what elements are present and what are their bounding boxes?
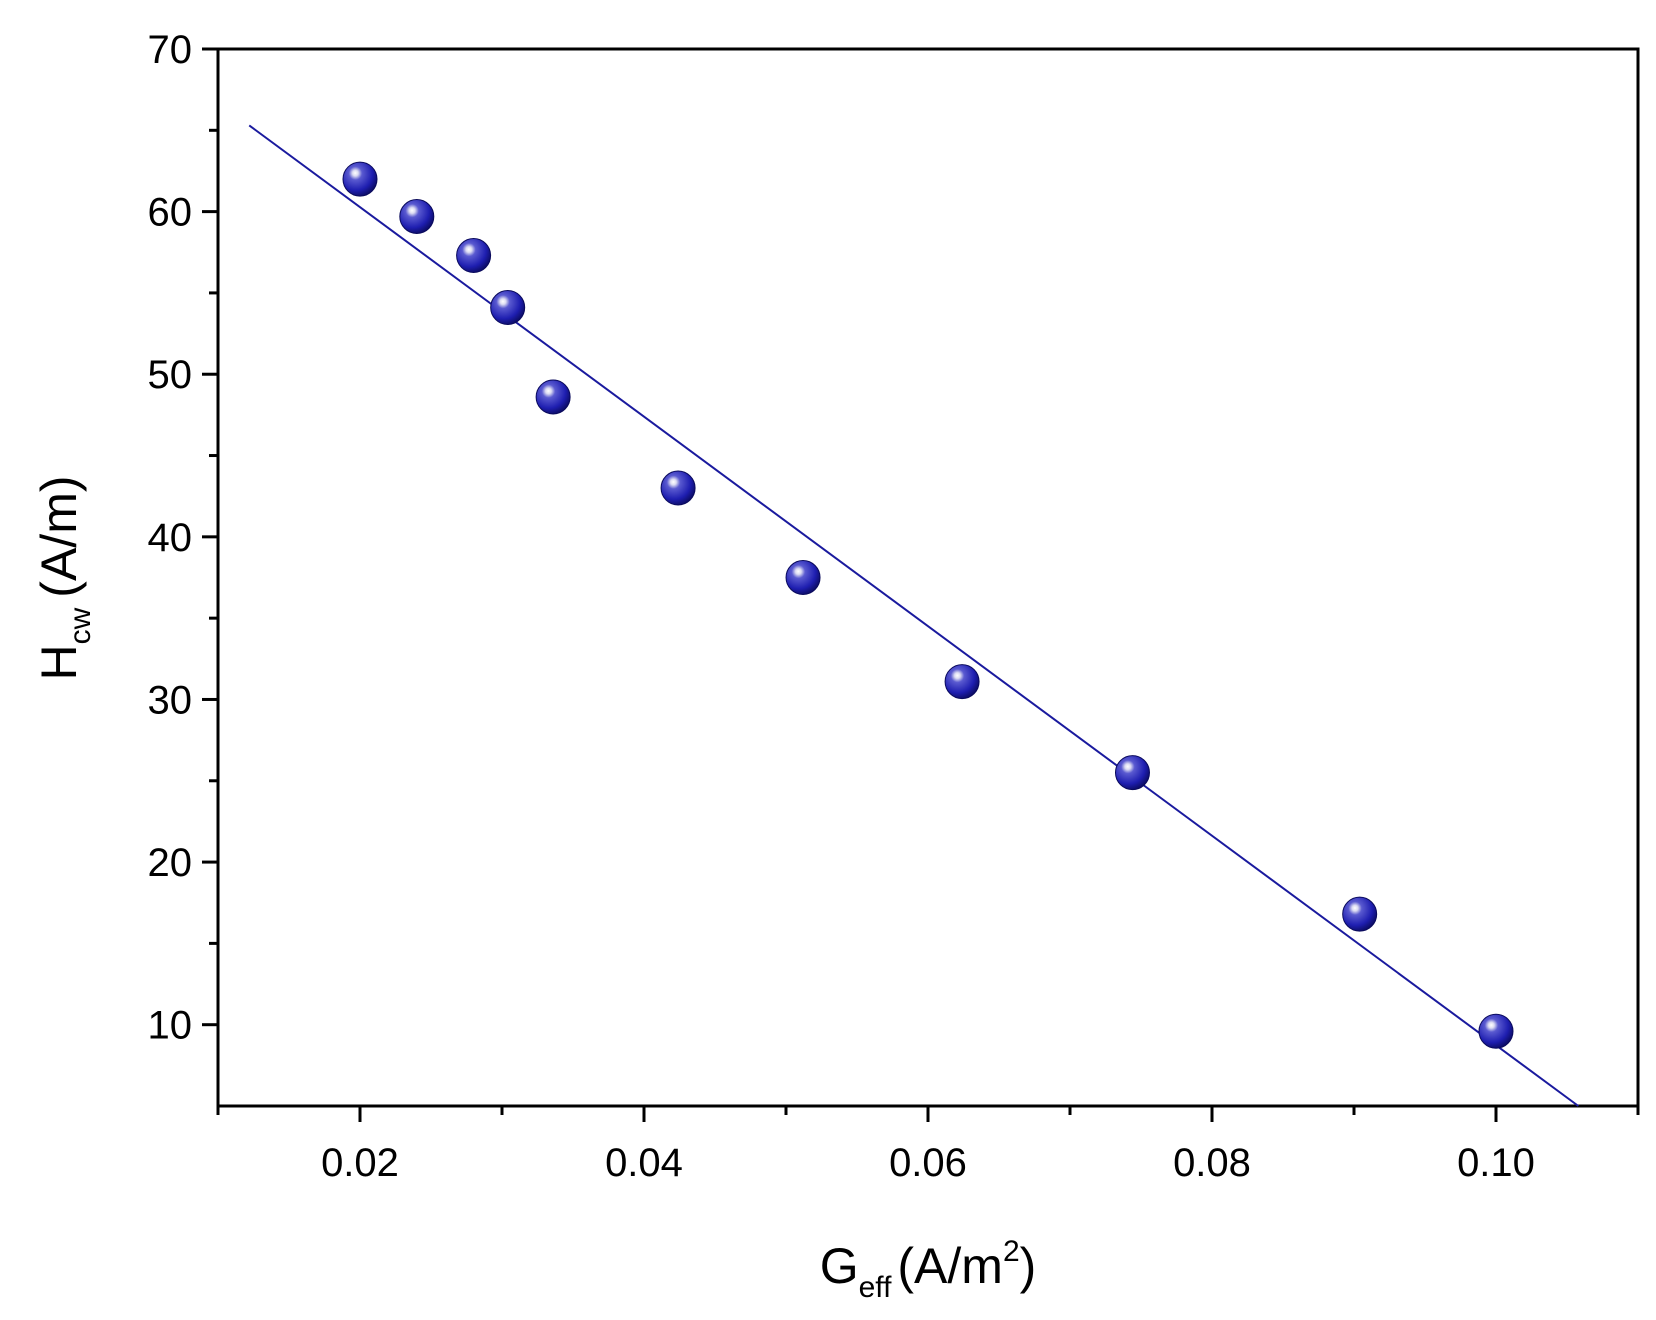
x-axis-title: Geff (A/m2): [820, 1235, 1037, 1304]
linear-fit-line: [248, 124, 1579, 1107]
x-axis: 0.02 0.04 0.06 0.08 0.10: [216, 1106, 1640, 1185]
data-point: [456, 238, 492, 274]
y-tick-label: 10: [148, 1004, 193, 1048]
data-point: [342, 161, 378, 197]
y-tick-label: 60: [148, 191, 193, 235]
y-axis-title-main: H: [31, 644, 87, 680]
x-axis-title-close: ): [1020, 1238, 1037, 1294]
x-axis-title-units: (A/m: [897, 1238, 1003, 1294]
x-tick-label: 0.08: [1173, 1141, 1251, 1185]
x-tick-label: 0.06: [889, 1141, 967, 1185]
y-axis-title: Hcw (A/m): [31, 476, 97, 681]
y-axis-title-sub: cw: [64, 607, 97, 644]
y-tick-label: 50: [148, 353, 193, 397]
y-axis-title-units: (A/m): [31, 476, 87, 598]
y-tick-label: 30: [148, 678, 193, 722]
data-point: [660, 470, 696, 506]
data-point: [1114, 755, 1150, 791]
x-tick-label: 0.10: [1457, 1141, 1535, 1185]
data-point: [944, 664, 980, 700]
y-tick-label: 20: [148, 841, 193, 885]
series-layer: [248, 124, 1579, 1107]
y-axis: 10 20 30 40 50 60 70: [148, 28, 218, 1048]
data-point: [785, 560, 821, 595]
x-axis-title-sub: eff: [859, 1271, 892, 1304]
data-point: [490, 290, 526, 326]
data-point: [535, 379, 571, 415]
data-point: [1342, 896, 1378, 932]
x-axis-title-sup: 2: [1003, 1235, 1020, 1268]
y-tick-label: 70: [148, 28, 193, 72]
data-point: [399, 198, 435, 234]
data-point: [1478, 1013, 1514, 1049]
y-tick-label: 40: [148, 516, 193, 560]
x-axis-title-main: G: [820, 1238, 859, 1294]
x-tick-label: 0.02: [321, 1141, 399, 1185]
x-tick-label: 0.04: [605, 1141, 683, 1185]
